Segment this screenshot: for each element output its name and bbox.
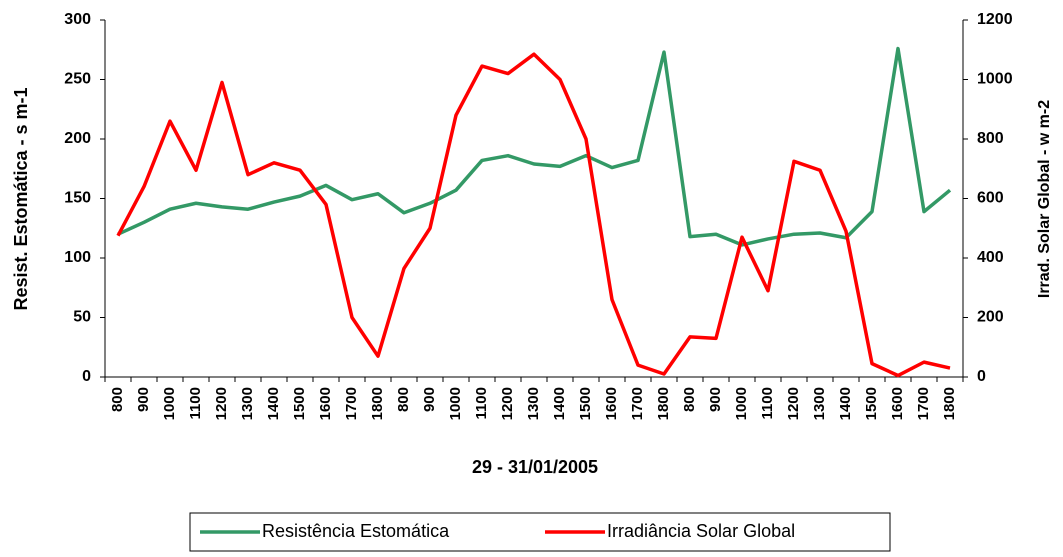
x-tick-label: 1600 [317, 387, 334, 420]
x-tick-label: 1700 [343, 387, 360, 420]
y2-tick-label: 0 [977, 368, 986, 385]
x-tick-label: 1300 [525, 387, 542, 420]
x-tick-label: 1800 [655, 387, 672, 420]
y2-tick-label: 800 [977, 130, 1004, 147]
legend-label: Irradiância Solar Global [607, 521, 795, 541]
x-tick-label: 1200 [785, 387, 802, 420]
x-tick-label: 1300 [811, 387, 828, 420]
x-tick-label: 800 [395, 387, 412, 412]
series-line [116, 52, 951, 378]
legend-label: Resistência Estomática [262, 521, 450, 541]
x-tick-label: 1000 [447, 387, 464, 420]
x-tick-label: 800 [681, 387, 698, 412]
x-tick-label: 1200 [213, 387, 230, 420]
x-tick-label: 800 [109, 387, 126, 412]
y-tick-label: 200 [64, 130, 91, 147]
x-tick-label: 1200 [499, 387, 516, 420]
x-tick-label: 1500 [291, 387, 308, 420]
x-tick-label: 1500 [577, 387, 594, 420]
y2-tick-label: 200 [977, 309, 1004, 326]
x-tick-label: 1400 [551, 387, 568, 420]
x-tick-label: 1600 [603, 387, 620, 420]
y2-tick-label: 1200 [977, 11, 1013, 28]
x-tick-label: 1700 [629, 387, 646, 420]
y-tick-label: 0 [82, 368, 91, 385]
y-tick-label: 50 [73, 309, 91, 326]
y2-tick-label: 400 [977, 249, 1004, 266]
y-tick-label: 300 [64, 11, 91, 28]
x-tick-label: 1100 [759, 387, 776, 420]
x-tick-label: 900 [135, 387, 152, 412]
x-axis-label: 29 - 31/01/2005 [472, 457, 598, 477]
x-tick-label: 1000 [733, 387, 750, 420]
y-tick-label: 100 [64, 249, 91, 266]
x-tick-label: 1800 [369, 387, 386, 420]
x-tick-label: 1400 [837, 387, 854, 420]
x-tick-label: 1100 [187, 387, 204, 420]
y-tick-label: 150 [64, 190, 91, 207]
x-tick-label: 1700 [915, 387, 932, 420]
x-tick-label: 1800 [941, 387, 958, 420]
x-tick-label: 1000 [161, 387, 178, 420]
y-tick-label: 250 [64, 71, 91, 88]
x-tick-label: 1300 [239, 387, 256, 420]
x-tick-label: 900 [707, 387, 724, 412]
x-tick-label: 1600 [889, 387, 906, 420]
x-tick-label: 900 [421, 387, 438, 412]
y2-tick-label: 600 [977, 190, 1004, 207]
x-tick-label: 1500 [863, 387, 880, 420]
y2-tick-label: 1000 [977, 71, 1013, 88]
y-axis-label: Resist. Estomática - s m-1 [11, 87, 31, 310]
legend-box [189, 512, 891, 552]
x-tick-label: 1100 [473, 387, 490, 420]
x-tick-label: 1400 [265, 387, 282, 420]
series-line [117, 46, 952, 247]
y2-axis-label: Irrad. Solar Global - w m-2 [1036, 100, 1053, 298]
